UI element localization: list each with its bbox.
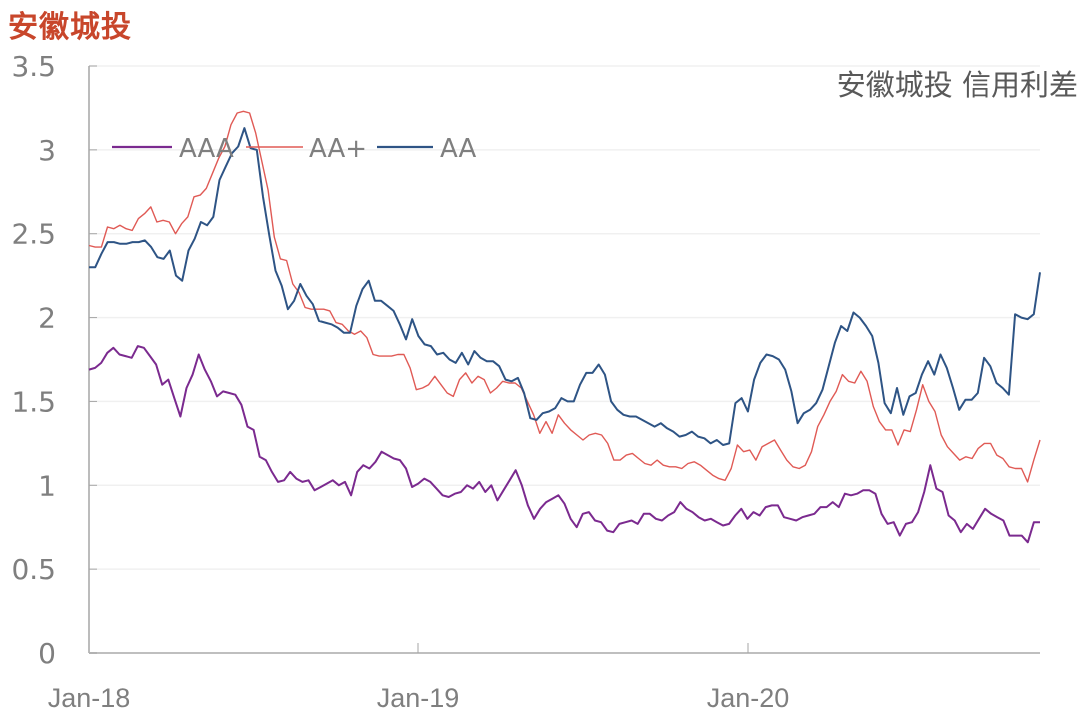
y-tick-label: 0.5: [11, 553, 56, 586]
y-tick-label: 2: [38, 302, 56, 335]
series-line-aaa: [88, 345, 1040, 544]
legend-item-aa-plus: AA+: [246, 134, 367, 164]
y-tick-label: 2.5: [11, 218, 56, 251]
y-tick-label: 3: [38, 134, 56, 167]
legend-item-aa: AA: [377, 134, 477, 164]
y-tick-label: 3.5: [11, 50, 56, 83]
legend-label: AA+: [309, 134, 367, 164]
chart-title: 安徽城投 信用利差: [836, 68, 1078, 102]
legend-label: AAA: [179, 134, 234, 164]
series-lines: [88, 110, 1041, 544]
x-tick-label: Jan-19: [377, 683, 460, 713]
y-tick-label: 1.5: [11, 385, 56, 418]
series-line-aa: [89, 127, 1041, 446]
x-axis-ticks: Jan-18 Jan-19 Jan-20: [48, 643, 790, 713]
y-tick-label: 0: [38, 637, 56, 670]
series-line-aa-plus: [88, 110, 1041, 483]
axes: [88, 66, 1040, 654]
gridlines: [89, 65, 1040, 570]
y-tick-label: 1: [38, 469, 56, 502]
chart-heading: 安徽城投: [8, 10, 132, 45]
x-tick-label: Jan-20: [707, 683, 790, 713]
y-axis-ticks: 0 0.5 1 1.5 2 2.5 3 3.5: [11, 50, 97, 670]
legend: AAA AA+ AA: [112, 134, 477, 164]
legend-label: AA: [440, 134, 477, 164]
legend-item-aaa: AAA: [112, 134, 234, 164]
x-tick-label: Jan-18: [48, 683, 131, 713]
